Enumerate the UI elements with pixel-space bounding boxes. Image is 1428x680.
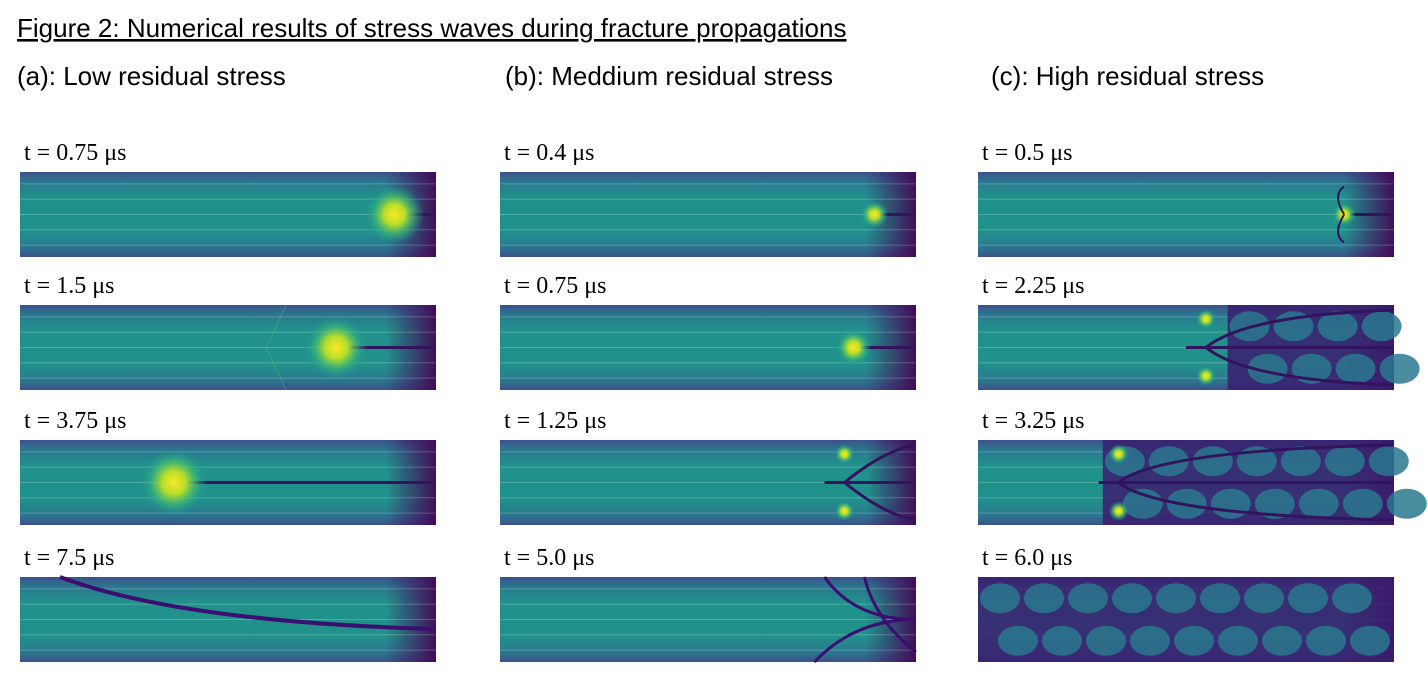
fragment xyxy=(1218,625,1258,656)
crack-branch xyxy=(1098,443,1395,522)
crack-curve xyxy=(59,575,437,631)
panel-label: t = 2.25 μs xyxy=(982,273,1084,299)
crack-branch xyxy=(1186,308,1395,387)
fragment xyxy=(1210,488,1251,519)
fragment xyxy=(1262,625,1302,656)
fragment xyxy=(1042,625,1082,656)
panel-label: t = 0.5 μs xyxy=(982,140,1072,166)
simulation-panel xyxy=(500,576,917,664)
fragment xyxy=(1317,311,1358,342)
crack-tip xyxy=(139,448,208,517)
fragment xyxy=(1332,583,1372,614)
panel-label: t = 0.75 μs xyxy=(24,140,126,166)
fragment xyxy=(1254,488,1295,519)
crack-tip xyxy=(860,200,889,229)
simulation-panel xyxy=(978,440,1427,525)
fragment xyxy=(1350,625,1390,656)
fragment xyxy=(1024,583,1064,614)
crack-tip xyxy=(835,329,872,366)
fragment xyxy=(1306,625,1346,656)
fragment xyxy=(1335,353,1376,384)
simulation-panel xyxy=(500,305,916,390)
crack-branch xyxy=(824,443,917,522)
panel-label: t = 5.0 μs xyxy=(504,545,594,571)
panel-label: t = 0.4 μs xyxy=(504,140,594,166)
column-heading: (b): Meddium residual stress xyxy=(505,61,833,91)
crack-tip xyxy=(1108,444,1129,464)
crack-tip xyxy=(834,501,855,521)
panel-label: t = 3.75 μs xyxy=(24,408,126,434)
simulation-panel xyxy=(978,305,1420,390)
fragment xyxy=(1288,583,1328,614)
crack-tip xyxy=(834,444,855,464)
crack-branch xyxy=(1337,185,1345,244)
fragment xyxy=(1324,446,1365,477)
crack-tip xyxy=(1196,309,1216,329)
simulation-panel xyxy=(20,440,436,525)
crack-fan xyxy=(813,576,917,664)
fragment xyxy=(1112,583,1152,614)
column-heading: (a): Low residual stress xyxy=(17,61,286,91)
panel-field xyxy=(978,172,1394,257)
simulation-panel xyxy=(500,172,916,257)
wave-front xyxy=(265,304,287,391)
fragment xyxy=(1130,625,1170,656)
column-heading: (c): High residual stress xyxy=(991,61,1264,91)
crack-tip xyxy=(1108,501,1129,521)
simulation-panel xyxy=(20,304,436,391)
panel-field xyxy=(500,172,916,257)
fragment xyxy=(1068,583,1108,614)
fragment xyxy=(1386,488,1427,519)
fragment xyxy=(1200,583,1240,614)
fragment xyxy=(1368,446,1409,477)
fragment xyxy=(1148,446,1189,477)
simulation-panel xyxy=(500,440,917,525)
fragment xyxy=(1247,353,1288,384)
figure-title: Figure 2: Numerical results of stress wa… xyxy=(17,13,846,43)
fragment xyxy=(1244,583,1284,614)
panel-label: t = 6.0 μs xyxy=(982,545,1072,571)
fragment xyxy=(1280,446,1321,477)
panel-label: t = 1.25 μs xyxy=(504,408,606,434)
fragment xyxy=(1291,353,1332,384)
fragment xyxy=(1342,488,1383,519)
fragment xyxy=(1192,446,1233,477)
fragment xyxy=(1361,311,1402,342)
simulation-panel xyxy=(978,577,1394,662)
fragment xyxy=(998,625,1038,656)
fragment xyxy=(1298,488,1339,519)
panel-label: t = 3.25 μs xyxy=(982,408,1084,434)
panel-edge xyxy=(386,577,436,662)
fragment xyxy=(1174,625,1214,656)
simulation-panel xyxy=(978,172,1394,257)
simulation-panel xyxy=(20,172,436,257)
crack-tip xyxy=(1196,366,1216,386)
fragment xyxy=(1379,353,1420,384)
crack-tip xyxy=(304,315,369,380)
panel-label: t = 0.75 μs xyxy=(504,273,606,299)
fragment xyxy=(1086,625,1126,656)
fragment xyxy=(980,583,1020,614)
fragment xyxy=(1156,583,1196,614)
panel-label: t = 1.5 μs xyxy=(24,273,114,299)
panel-field xyxy=(20,577,436,662)
panel-label: t = 7.5 μs xyxy=(24,545,114,571)
crack-tip xyxy=(364,184,425,245)
simulation-panel xyxy=(20,575,437,662)
panel-field xyxy=(500,577,916,662)
